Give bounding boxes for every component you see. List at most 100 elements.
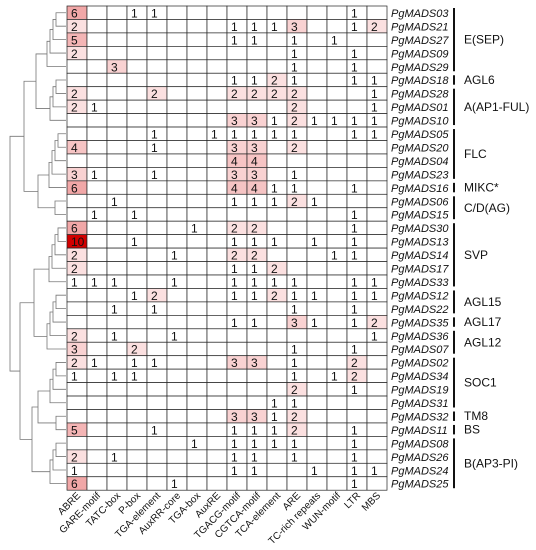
heatmap-cell (326, 72, 348, 88)
heatmap-cell (346, 328, 368, 343)
heatmap-cell (286, 153, 308, 168)
heatmap-cell (266, 140, 288, 155)
cell-count: 1 (251, 450, 258, 464)
heatmap-cell (306, 274, 328, 289)
cell-count: 2 (251, 222, 258, 236)
heatmap-cell (166, 180, 188, 195)
cell-count: 1 (71, 275, 78, 289)
cell-count: 2 (231, 222, 238, 236)
heatmap-cell (126, 315, 148, 330)
cell-count: 5 (71, 423, 78, 437)
heatmap-cell (206, 32, 228, 47)
heatmap-cell (66, 113, 88, 128)
cell-count: 1 (231, 289, 238, 303)
heatmap-cell (86, 180, 108, 195)
heatmap-cell (306, 341, 328, 357)
cell-count: 1 (371, 289, 378, 303)
cell-count: 1 (271, 128, 278, 142)
heatmap-cell (146, 234, 168, 249)
cell-count: 1 (291, 289, 298, 303)
heatmap-cell (266, 5, 288, 20)
heatmap-cell (186, 140, 208, 155)
heatmap-cell (306, 126, 328, 141)
cell-count: 1 (251, 316, 258, 330)
heatmap-cell (246, 207, 268, 222)
heatmap-cell (106, 220, 128, 235)
heatmap-cell (326, 395, 348, 410)
heatmap-cell (186, 449, 208, 464)
heatmap-cell (166, 167, 188, 182)
cell-count: 1 (91, 208, 98, 222)
heatmap-cell (286, 220, 308, 235)
heatmap-cell (166, 5, 188, 20)
group-label: BS (464, 423, 480, 437)
heatmap-cell (326, 126, 348, 141)
heatmap-cell (286, 261, 308, 276)
cell-count: 1 (131, 289, 138, 303)
cell-count: 1 (111, 195, 118, 209)
heatmap-cell (106, 355, 128, 370)
heatmap-cell (186, 86, 208, 101)
heatmap-cell (326, 355, 348, 370)
heatmap-cell (326, 462, 348, 478)
heatmap-cell (206, 5, 228, 20)
cell-count: 1 (371, 74, 378, 88)
heatmap-cell (86, 409, 108, 424)
heatmap-cell (186, 395, 208, 410)
dendrogram-branch (49, 459, 66, 484)
heatmap-cell (126, 180, 148, 195)
cell-count: 1 (271, 423, 278, 437)
heatmap-cell (326, 476, 348, 491)
heatmap-cell (346, 99, 368, 114)
heatmap-cell (126, 113, 148, 128)
heatmap-cell (126, 261, 148, 276)
heatmap-cell (326, 341, 348, 357)
dendrogram-branch (52, 301, 66, 323)
heatmap-cell (206, 180, 228, 195)
heatmap-cell (166, 368, 188, 383)
cell-count: 1 (111, 370, 118, 384)
cell-count: 2 (291, 410, 298, 424)
heatmap-cell (286, 462, 308, 478)
cell-count: 1 (351, 450, 358, 464)
heatmap-cell (326, 315, 348, 330)
heatmap-cell (366, 5, 388, 20)
cell-count: 1 (231, 450, 238, 464)
heatmap-cell (146, 113, 168, 128)
heatmap-cell (186, 193, 208, 209)
heatmap-cell (146, 153, 168, 168)
heatmap-cell (106, 341, 128, 357)
cell-count: 1 (271, 235, 278, 249)
heatmap-cell (326, 288, 348, 303)
heatmap-cell (366, 476, 388, 491)
cell-count: 1 (271, 275, 278, 289)
heatmap-cell (326, 422, 348, 437)
cell-count: 1 (231, 74, 238, 88)
heatmap-cell (146, 341, 168, 357)
dendrogram-branch (55, 294, 66, 310)
heatmap-cell (226, 382, 248, 397)
heatmap-cell (326, 99, 348, 114)
heatmap-cell (106, 72, 128, 88)
cell-count: 2 (371, 20, 378, 34)
heatmap-cell (346, 395, 368, 410)
cell-count: 1 (231, 195, 238, 209)
cell-count: 1 (371, 128, 378, 142)
cell-count: 1 (111, 275, 118, 289)
cell-count: 1 (291, 450, 298, 464)
heatmap-cell (246, 476, 268, 491)
heatmap-cell (266, 247, 288, 262)
heatmap-cell (166, 382, 188, 397)
heatmap-cell (266, 328, 288, 343)
cell-count: 1 (351, 302, 358, 316)
cell-count: 1 (91, 356, 98, 370)
heatmap-cell (166, 261, 188, 276)
heatmap-cell (186, 99, 208, 114)
gene-label: PgMADS26 (391, 452, 449, 464)
heatmap-cell (246, 99, 268, 114)
cell-count: 1 (231, 128, 238, 142)
gene-label: PgMADS05 (391, 129, 449, 141)
cell-count: 1 (251, 195, 258, 209)
heatmap-cell (326, 261, 348, 276)
heatmap-cell (86, 462, 108, 478)
